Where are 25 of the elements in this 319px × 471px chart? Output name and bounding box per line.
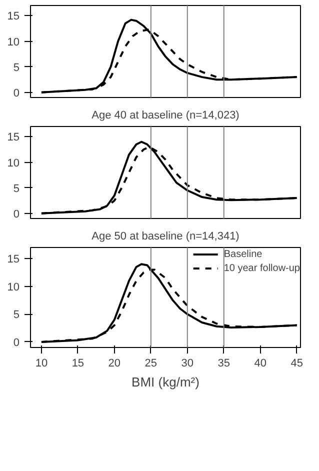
x-tick-label: 25 (144, 358, 158, 370)
y-tick-label: 0 (13, 336, 20, 349)
y-tick-label: 15 (7, 254, 20, 266)
legend-label: Baseline (224, 248, 262, 261)
x-tick-label: 35 (218, 358, 230, 370)
x-tick-label: 30 (181, 358, 194, 370)
y-tick-label: 5 (13, 182, 20, 195)
y-tick-label: 10 (7, 157, 20, 170)
x-tick-label: 15 (72, 358, 84, 370)
y-tick-label: 5 (13, 62, 20, 74)
x-axis-title: BMI (kg/m²) (132, 374, 200, 390)
x-tick-label: 40 (254, 358, 266, 370)
x-tick-label: 45 (290, 358, 303, 370)
x-tick-label: 10 (35, 358, 48, 370)
y-tick-label: 5 (13, 309, 20, 322)
y-tick-label: 10 (7, 281, 20, 294)
y-tick-label: 15 (7, 132, 20, 144)
x-tick-label: 20 (108, 358, 121, 370)
y-tick-label: 0 (13, 87, 20, 100)
chart-title: Age 50 at baseline (n=14,341) (92, 230, 240, 242)
y-tick-label: 10 (7, 36, 20, 48)
legend-label: 10 year follow-up (224, 262, 300, 275)
y-tick-label: 0 (13, 208, 20, 220)
y-tick-label: 15 (7, 10, 20, 23)
chart-title: Age 40 at baseline (n=14,023) (92, 110, 240, 122)
